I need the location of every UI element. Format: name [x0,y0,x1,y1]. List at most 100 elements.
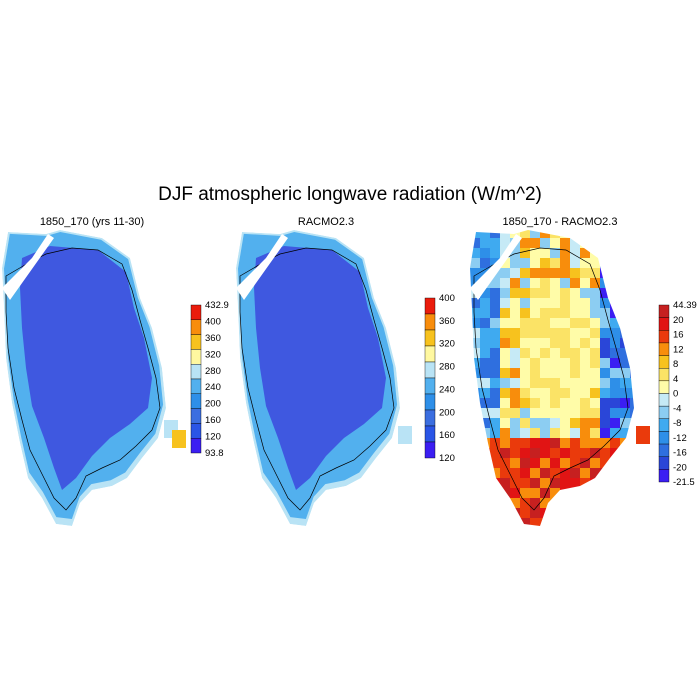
grid-cell [570,248,580,258]
grid-cell [600,458,610,468]
grid-cell [530,338,540,348]
grid-cell [570,438,580,448]
grid-cell [620,338,630,348]
grid-cell [560,358,570,368]
grid-cell [610,328,620,338]
grid-cell [520,458,530,468]
colorbar-swatch [424,393,436,411]
grid-cell [540,308,550,318]
grid-cell [610,398,620,408]
grid-cell [540,348,550,358]
colorbar-swatch [424,313,436,331]
grid-cell [600,308,610,318]
colorbar-swatch [190,393,202,409]
grid-cell [550,518,560,526]
grid-cell [620,448,630,458]
grid-cell [620,438,630,448]
grid-cell [510,458,520,468]
grid-cell [480,408,490,418]
grid-cell [550,258,560,268]
grid-cell [500,438,510,448]
grid-cell [470,508,480,518]
grid-cell [600,298,610,308]
grid-cell [620,318,630,328]
colorbar-swatch [424,377,436,395]
grid-cell [560,498,570,508]
grid-cell [470,238,480,248]
grid-cell [600,448,610,458]
colorbar-tick-label: 320 [439,339,455,350]
grid-cell [510,328,520,338]
grid-cell [580,498,590,508]
grid-cell [620,238,630,248]
grid-cell [560,478,570,488]
grid-cell [600,398,610,408]
grid-cell [490,458,500,468]
grid-cell [470,258,480,268]
grid-cell [570,308,580,318]
grid-cell [490,288,500,298]
grid-cell [470,248,480,258]
grid-cell [620,498,630,508]
grid-cell [480,438,490,448]
colorbar-tick-label: 8 [673,359,678,370]
grid-cell [570,518,580,526]
grid-cell [610,308,620,318]
colorbar-swatch [658,355,670,369]
grid-cell [570,238,580,248]
grid-cell [500,388,510,398]
grid-cell [580,428,590,438]
grid-cell [620,328,630,338]
grid-cell [470,388,480,398]
grid-cell [480,348,490,358]
colorbar-swatch [424,409,436,427]
grid-cell [570,408,580,418]
grid-cell [500,478,510,488]
grid-cell [570,508,580,518]
colorbar-tick-label: -20 [673,462,687,473]
colorbar-tick-label: 120 [205,432,221,443]
grid-cell [550,248,560,258]
grid-cell [470,518,480,526]
grid-cell [540,418,550,428]
grid-cell [610,288,620,298]
grid-cell [580,368,590,378]
grid-cell [510,268,520,278]
grid-cell [540,338,550,348]
grid-cell [520,408,530,418]
grid-cell [520,428,530,438]
grid-cell [490,498,500,508]
grid-cell [510,368,520,378]
grid-cell [580,318,590,328]
grid-cell [570,378,580,388]
grid-cell [550,408,560,418]
grid-cell [530,488,540,498]
grid-cell [540,448,550,458]
grid-cell [590,348,600,358]
grid-cell [480,288,490,298]
colorbar-swatch [424,329,436,347]
grid-cell [510,298,520,308]
grid-cell [630,238,634,248]
grid-cell [560,328,570,338]
grid-cell [520,438,530,448]
grid-cell [470,368,480,378]
grid-cell [470,308,480,318]
grid-cell [590,448,600,458]
grid-cell [590,488,600,498]
colorbar-swatch [658,330,670,344]
grid-cell [610,458,620,468]
grid-cell [600,238,610,248]
panel-2-title: RACMO2.3 [298,216,354,228]
grid-cell [580,468,590,478]
colorbar-swatch [658,304,670,318]
grid-cell [480,518,490,526]
grid-cell [470,408,480,418]
grid-cell [490,448,500,458]
grid-cell [610,238,620,248]
grid-cell [530,288,540,298]
grid-cell [630,338,634,348]
grid-cell [590,358,600,368]
grid-cell [490,398,500,408]
grid-cell [570,268,580,278]
